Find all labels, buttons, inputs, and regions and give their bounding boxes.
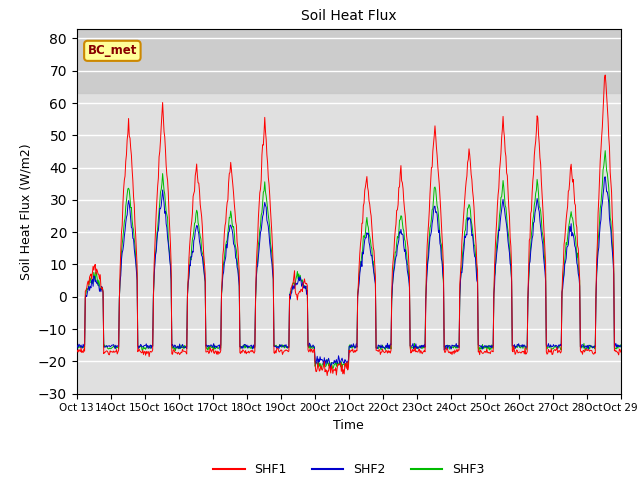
SHF3 — [73, 344, 81, 349]
Title: Soil Heat Flux: Soil Heat Flux — [301, 10, 397, 24]
SHF3 — [602, 148, 609, 154]
SHF1 — [323, 372, 331, 378]
SHF2 — [436, 240, 444, 246]
SHF1 — [237, 351, 244, 357]
Y-axis label: Soil Heat Flux (W/m2): Soil Heat Flux (W/m2) — [19, 143, 32, 279]
SHF2 — [73, 346, 81, 351]
SHF1 — [264, 160, 271, 166]
SHF3 — [137, 344, 145, 349]
Line: SHF2: SHF2 — [77, 177, 621, 369]
SHF3 — [237, 346, 244, 351]
Legend: SHF1, SHF2, SHF3: SHF1, SHF2, SHF3 — [209, 458, 489, 480]
Line: SHF3: SHF3 — [77, 151, 621, 369]
SHF1 — [406, 272, 413, 278]
Text: BC_met: BC_met — [88, 44, 137, 57]
SHF2 — [406, 285, 413, 290]
SHF2 — [617, 343, 625, 348]
X-axis label: Time: Time — [333, 419, 364, 432]
SHF1 — [617, 349, 625, 355]
SHF3 — [436, 233, 444, 239]
Line: SHF1: SHF1 — [77, 75, 621, 375]
SHF3 — [284, 344, 292, 350]
SHF2 — [327, 366, 335, 372]
SHF1 — [284, 349, 292, 355]
Bar — [77, 29, 621, 94]
SHF3 — [317, 366, 325, 372]
SHF3 — [617, 342, 625, 348]
SHF1 — [436, 193, 444, 199]
SHF1 — [602, 72, 609, 78]
SHF2 — [284, 345, 292, 350]
SHF2 — [137, 341, 145, 347]
SHF1 — [73, 349, 81, 355]
SHF2 — [264, 220, 271, 226]
SHF2 — [237, 343, 244, 349]
SHF2 — [602, 174, 609, 180]
SHF3 — [406, 281, 413, 287]
SHF1 — [137, 349, 145, 355]
SHF3 — [264, 206, 271, 212]
